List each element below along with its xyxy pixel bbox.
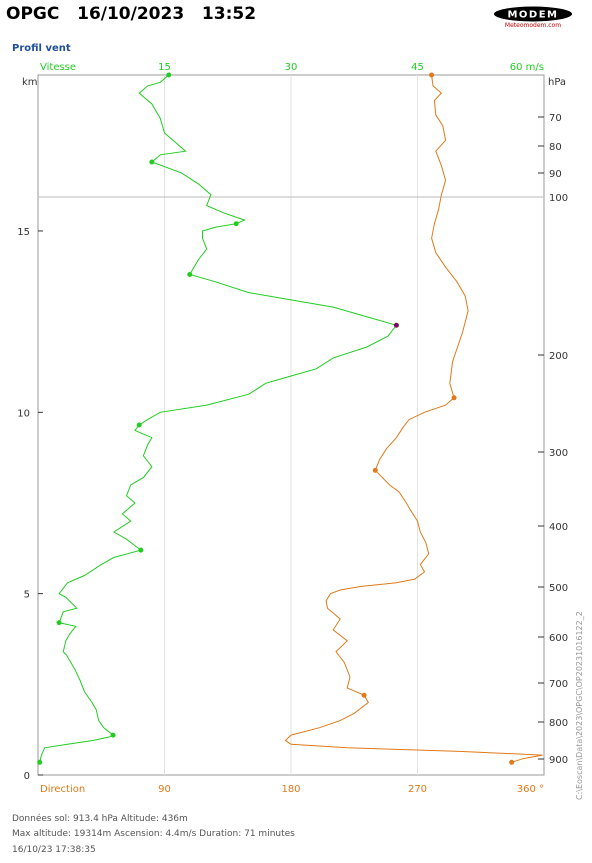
pressure-axis-label: hPa bbox=[548, 77, 566, 88]
speed-marker bbox=[138, 547, 144, 553]
altitude-tick-label: 5 bbox=[24, 590, 30, 601]
file-path-label: C:\Eoscan\Data\2023\OPGC\OP20231016122_2 bbox=[575, 611, 584, 800]
speed-marker bbox=[166, 72, 172, 78]
pressure-tick-label: 90 bbox=[549, 169, 562, 180]
direction-tick-label: 270 bbox=[408, 784, 427, 795]
svg-text:Meteomodem.com: Meteomodem.com bbox=[505, 22, 561, 28]
speed-marker bbox=[149, 159, 155, 165]
direction-axis-unit: 360 ° bbox=[517, 784, 544, 795]
direction-axis-label: Direction bbox=[40, 784, 85, 795]
direction-marker bbox=[451, 395, 457, 401]
pressure-tick-label: 900 bbox=[549, 755, 568, 766]
direction-tick-label: 180 bbox=[281, 784, 300, 795]
speed-tick-label: 15 bbox=[158, 62, 171, 73]
speed-tick-label: 30 bbox=[285, 62, 298, 73]
footer-flight-stats: Max altitude: 19314m Ascension: 4.4m/s D… bbox=[12, 829, 295, 839]
header-title: OPGC 16/10/2023 13:52 bbox=[6, 4, 256, 24]
altitude-tick-label: 10 bbox=[17, 408, 30, 419]
speed-marker bbox=[110, 732, 116, 738]
speed-tick-label: 45 bbox=[411, 62, 424, 73]
direction-tick-label: 90 bbox=[158, 784, 171, 795]
pressure-tick-label: 200 bbox=[549, 351, 568, 362]
speed-series-line bbox=[39, 74, 398, 763]
speed-max-point bbox=[393, 322, 399, 328]
speed-marker bbox=[233, 221, 239, 227]
altitude-tick-label: 15 bbox=[17, 227, 30, 238]
section-title: Profil vent bbox=[12, 43, 71, 54]
altitude-axis-label: km bbox=[22, 77, 38, 88]
altitude-tick-label: 0 bbox=[24, 771, 30, 782]
sounding-time: 13:52 bbox=[201, 4, 257, 24]
station-name: OPGC bbox=[6, 4, 60, 24]
pressure-tick-label: 80 bbox=[549, 142, 562, 153]
direction-marker bbox=[509, 759, 515, 765]
direction-marker bbox=[372, 467, 378, 473]
pressure-tick-label: 700 bbox=[549, 679, 568, 690]
pressure-tick-label: 70 bbox=[549, 113, 562, 124]
pressure-tick-label: 100 bbox=[549, 193, 568, 204]
wind-profile-chart: 15 30 45 90 180 270 Vitesse 60 m/s Direction 360 … bbox=[17, 62, 584, 800]
footer-ground-data: Données sol: 913.4 hPa Altitude: 436m bbox=[12, 814, 188, 824]
direction-marker bbox=[361, 692, 367, 698]
pressure-tick-label: 500 bbox=[549, 583, 568, 594]
speed-marker bbox=[56, 620, 62, 626]
pressure-tick-label: 300 bbox=[549, 448, 568, 459]
speed-axis-unit: 60 m/s bbox=[510, 62, 544, 73]
modem-logo: MODEM Meteomodem.com bbox=[494, 6, 572, 28]
pressure-tick-label: 400 bbox=[549, 522, 568, 533]
speed-marker bbox=[187, 271, 193, 277]
speed-marker bbox=[136, 422, 142, 428]
direction-series-line bbox=[284, 74, 543, 763]
svg-text:MODEM: MODEM bbox=[507, 10, 558, 21]
speed-marker bbox=[37, 759, 43, 765]
speed-axis-label: Vitesse bbox=[40, 62, 76, 73]
footer-timestamp: 16/10/23 17:38:35 bbox=[12, 845, 96, 855]
pressure-tick-label: 600 bbox=[549, 633, 568, 644]
pressure-tick-label: 800 bbox=[549, 718, 568, 729]
sounding-date: 16/10/2023 bbox=[77, 4, 185, 24]
direction-marker bbox=[429, 72, 435, 78]
